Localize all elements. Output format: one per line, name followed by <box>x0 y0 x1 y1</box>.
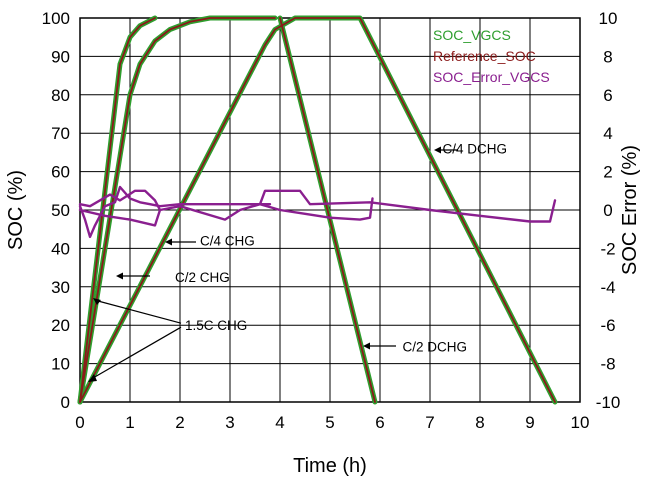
annotation-arrow <box>92 326 182 379</box>
x-tick-label: 7 <box>425 413 434 432</box>
y-tick-label: 50 <box>51 201 70 220</box>
series-line-soc-error-vgcs <box>78 197 374 227</box>
annotation-label: 1.5C CHG <box>185 318 247 333</box>
series-line-reference-soc <box>79 17 156 403</box>
series-line-soc-error-vgcs <box>258 189 557 223</box>
annotation-arrowhead <box>88 374 97 382</box>
legend: SOC_VGCS Reference_SOC SOC_Error_VGCS <box>433 27 550 85</box>
y-tick-label: 30 <box>51 278 70 297</box>
series-line-reference-soc <box>79 17 556 403</box>
x-tick-label: 2 <box>175 413 184 432</box>
series-line-soc-error-vgcs <box>78 189 162 212</box>
annotation-arrowhead <box>116 272 123 280</box>
y-tick-label: 90 <box>51 47 70 66</box>
y2-tick-label: -10 <box>596 393 621 412</box>
legend-entry: SOC_Error_VGCS <box>433 69 550 85</box>
y-tick-label: 20 <box>51 316 70 335</box>
x-tick-label: 4 <box>275 413 284 432</box>
x-tick-label: 8 <box>475 413 484 432</box>
annotations: C/4 DCHG C/4 CHG C/2 CHG 1.5C CHG C/2 DCHG <box>88 142 507 382</box>
series-line-reference-soc <box>79 17 276 403</box>
series-line-soc-error-vgcs <box>78 185 272 239</box>
x-tick-label: 1 <box>125 413 134 432</box>
y2-tick-label: -8 <box>600 355 615 374</box>
y2-tick-label: 6 <box>603 86 612 105</box>
y2-tick-label: 4 <box>603 124 612 143</box>
annotation-arrowhead <box>434 146 441 154</box>
y-tick-label: 60 <box>51 163 70 182</box>
annotation-label: C/4 DCHG <box>443 142 508 157</box>
x-tick-label: 0 <box>75 413 84 432</box>
y2-axis-title: SOC Error (%) <box>619 145 641 275</box>
x-tick-label: 5 <box>325 413 334 432</box>
annotation-label: C/2 DCHG <box>403 339 468 354</box>
y2-tick-label: 8 <box>603 47 612 66</box>
y-tick-label: 40 <box>51 239 70 258</box>
x-tick-label: 9 <box>525 413 534 432</box>
x-tick-label: 10 <box>571 413 590 432</box>
y-tick-label: 70 <box>51 124 70 143</box>
annotation-arrowhead <box>165 238 172 246</box>
y-tick-label: 10 <box>51 355 70 374</box>
y-axis-title: SOC (%) <box>5 170 27 250</box>
x-tick-label: 3 <box>225 413 234 432</box>
y-tick-label: 100 <box>42 9 70 28</box>
x-axis-title: Time (h) <box>293 455 367 477</box>
x-tick-label: 6 <box>375 413 384 432</box>
annotation-arrowhead <box>93 298 101 305</box>
legend-entry: Reference_SOC <box>433 48 536 64</box>
y2-tick-label: 10 <box>599 9 618 28</box>
legend-entry: SOC_VGCS <box>433 27 511 43</box>
annotation-label: C/4 CHG <box>200 234 255 249</box>
tick-labels: 0 1 2 3 4 5 6 7 8 9 100102030405060708090100-10-8-… <box>42 9 621 432</box>
annotation-arrowhead <box>363 342 370 350</box>
y2-tick-label: -4 <box>600 278 615 297</box>
y2-tick-label: -2 <box>600 239 615 258</box>
annotation-label: C/2 CHG <box>175 270 230 285</box>
series-line-reference-soc <box>279 17 376 403</box>
y-tick-label: 80 <box>51 86 70 105</box>
y-tick-label: 0 <box>61 393 70 412</box>
series <box>77 15 558 405</box>
y2-tick-label: -6 <box>600 316 615 335</box>
y2-tick-label: 0 <box>603 201 612 220</box>
annotation-arrow <box>97 300 182 324</box>
y2-tick-label: 2 <box>603 163 612 182</box>
